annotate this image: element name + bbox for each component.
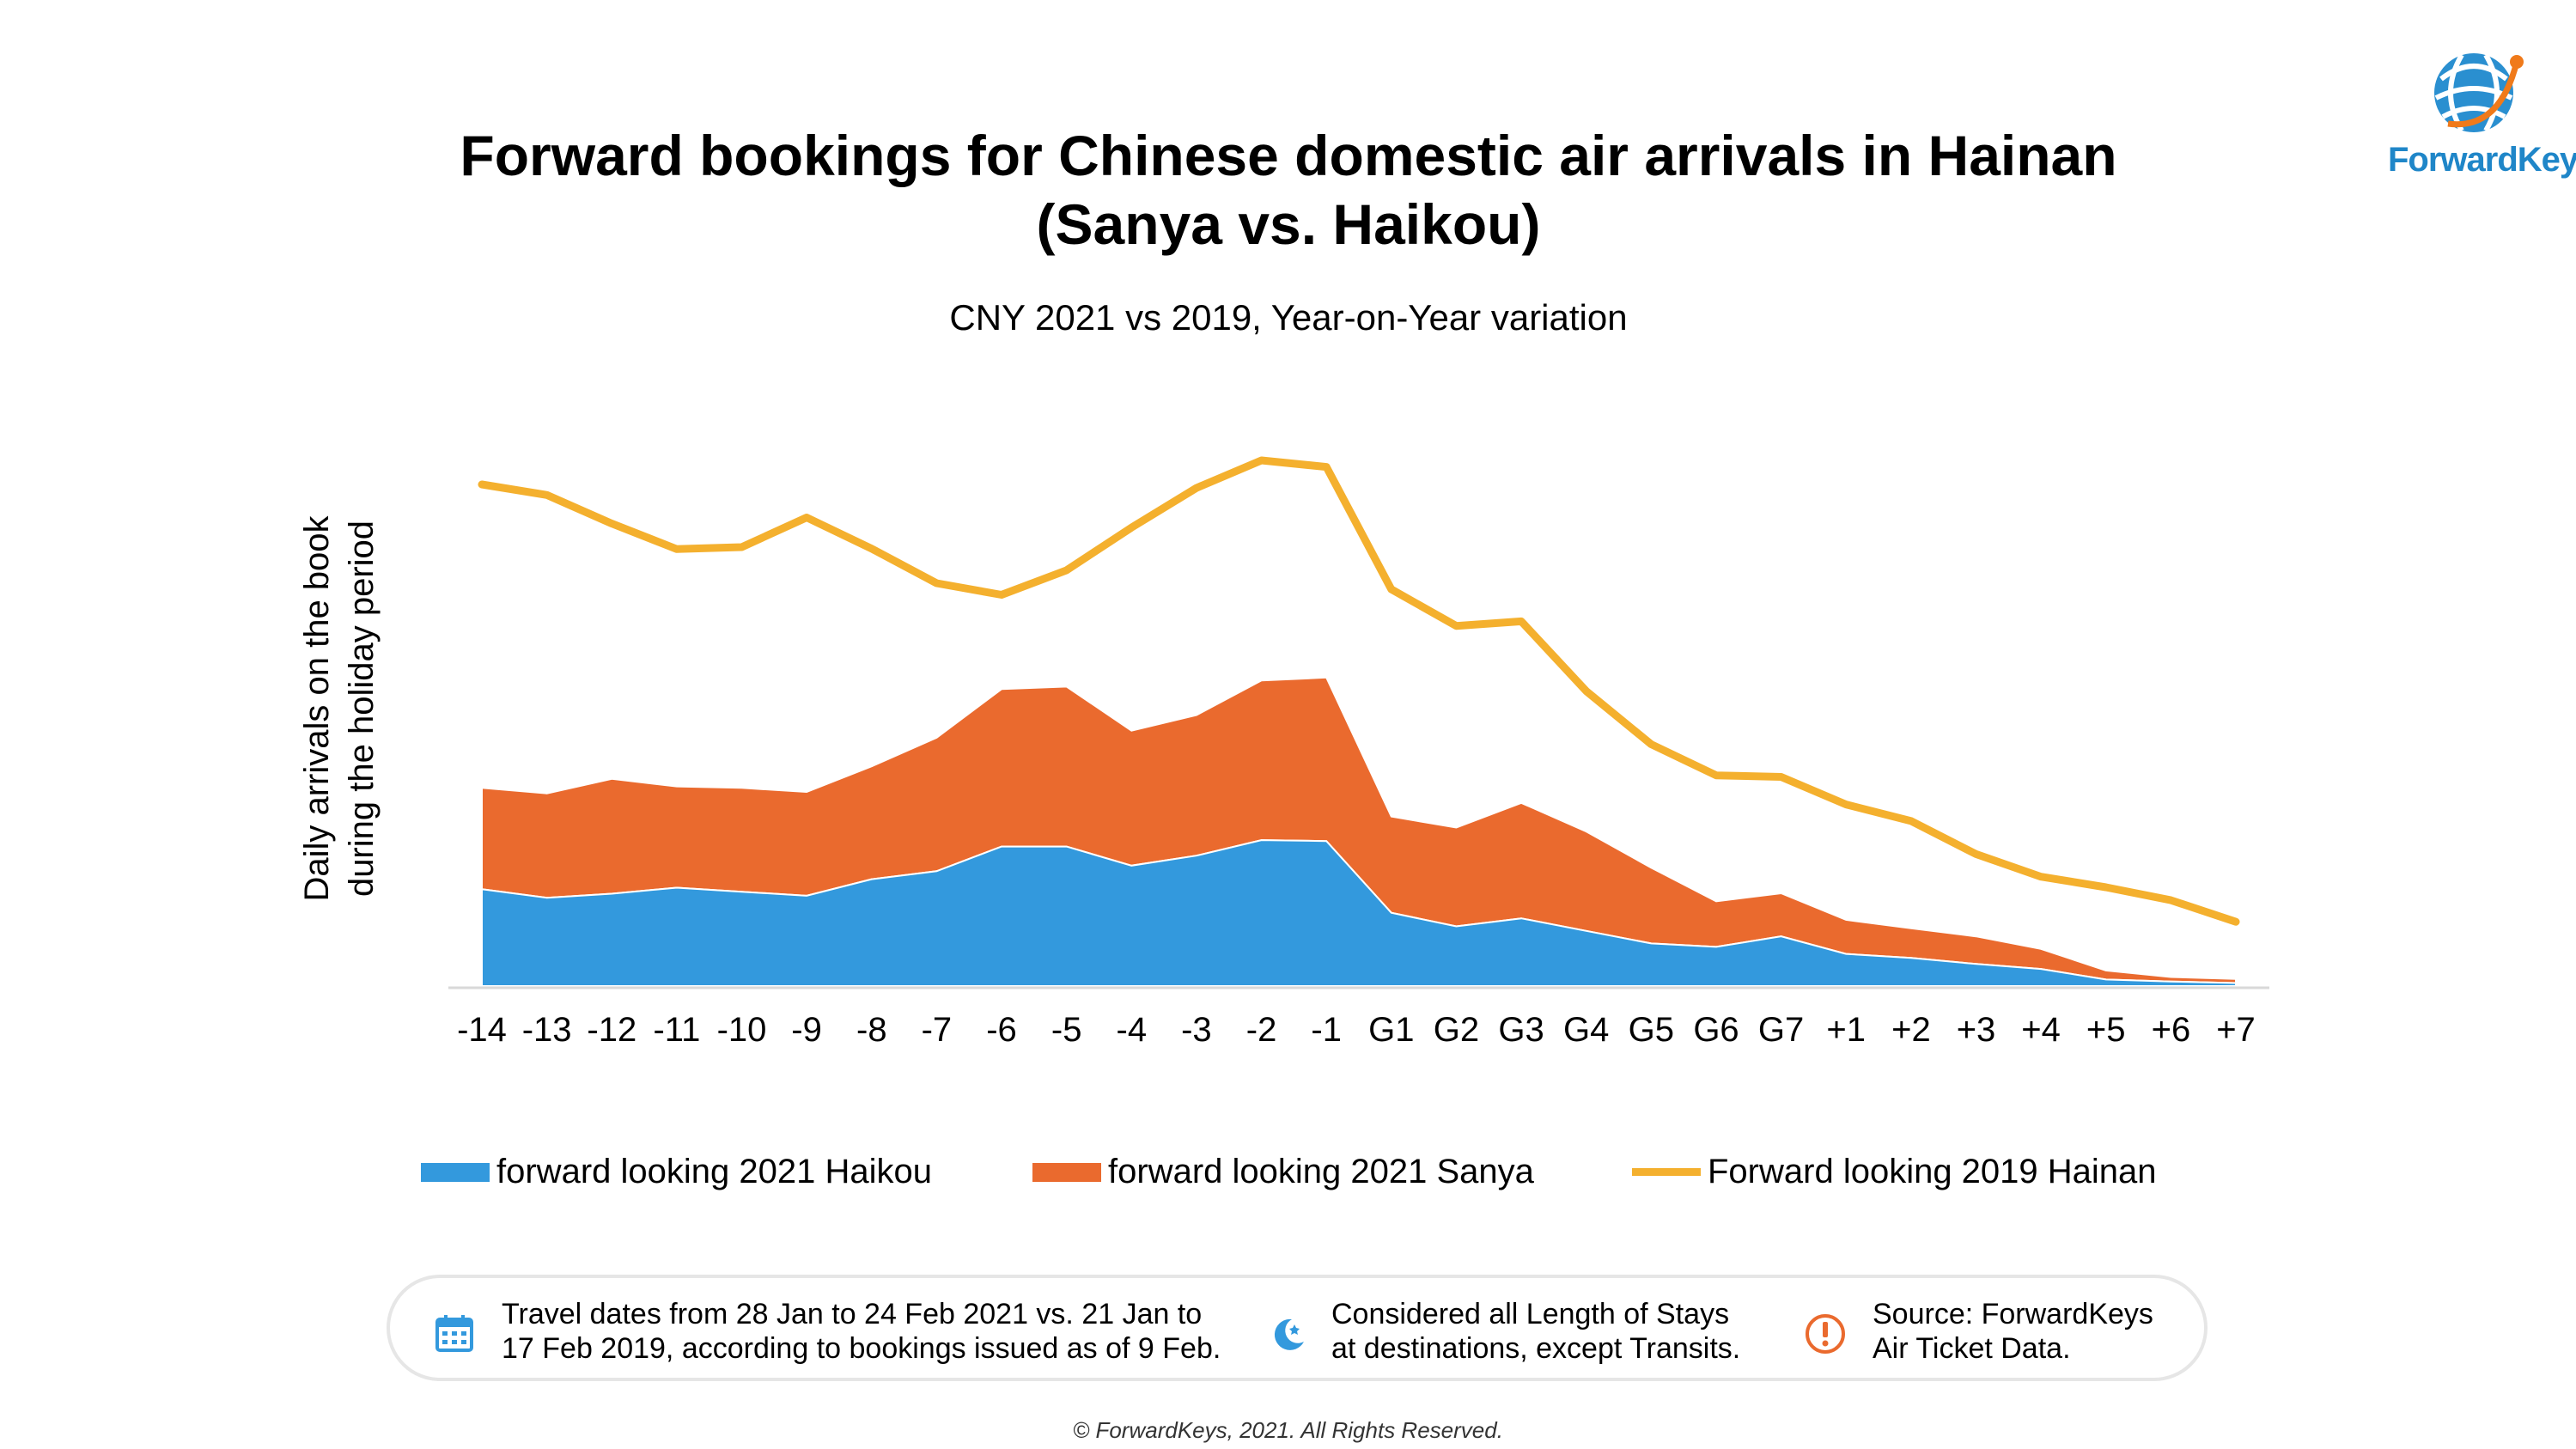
x-tick-label: G3	[1498, 1011, 1544, 1049]
info-travel-dates-line2: 17 Feb 2019, according to bookings issue…	[502, 1332, 1221, 1365]
x-tick-label: G7	[1758, 1011, 1804, 1049]
x-tick-label: -7	[922, 1011, 953, 1049]
x-tick-label: -8	[856, 1011, 887, 1049]
x-tick-label: +2	[1891, 1011, 1931, 1049]
x-tick-label: G6	[1693, 1011, 1739, 1049]
x-tick-label: G1	[1368, 1011, 1414, 1049]
info-length-of-stay: Considered all Length of Stays at destin…	[1331, 1297, 1740, 1366]
legend-item-hainan: Forward looking 2019 Hainan	[1632, 1153, 2157, 1191]
moon-icon	[1274, 1318, 1304, 1350]
info-length-of-stay-line2: at destinations, except Transits.	[1331, 1332, 1741, 1365]
chart-lines	[478, 456, 2240, 926]
x-tick-label: +6	[2152, 1011, 2191, 1049]
x-tick-label: -13	[522, 1011, 572, 1049]
x-tick-label: -9	[791, 1011, 822, 1049]
logo-text: ForwardKeys	[2388, 141, 2576, 179]
forwardkeys-logo: ForwardKeys	[2388, 45, 2576, 191]
x-tick-label: -5	[1051, 1011, 1082, 1049]
x-tick-label: -6	[986, 1011, 1017, 1049]
globe-icon	[2434, 53, 2524, 132]
info-box: Travel dates from 28 Jan to 24 Feb 2021 …	[387, 1275, 2208, 1381]
info-travel-dates-line1: Travel dates from 28 Jan to 24 Feb 2021 …	[502, 1298, 1203, 1330]
info-length-of-stay-line1: Considered all Length of Stays	[1331, 1298, 1730, 1330]
x-tick-label: -10	[717, 1011, 767, 1049]
info-source-line2: Air Ticket Data.	[1873, 1332, 2071, 1365]
x-axis-ticks: -14 -13 -12 -11 -10 -9 -8 -7 -6 -5 -4 -3 -2 -1 G1 G2 G3 G…	[457, 1011, 2256, 1049]
legend-label-haikou: forward looking 2021 Haikou	[496, 1153, 932, 1190]
chart-title-line2: (Sanya vs. Haikou)	[1036, 192, 1541, 256]
x-tick-label: -4	[1117, 1011, 1148, 1049]
copyright-footer: © ForwardKeys, 2021. All Rights Reserved…	[1073, 1417, 1503, 1443]
info-source-line1: Source: ForwardKeys	[1873, 1298, 2153, 1330]
legend-swatch-hainan	[1632, 1168, 1701, 1176]
x-tick-label: -2	[1246, 1011, 1277, 1049]
legend-item-haikou: forward looking 2021 Haikou	[421, 1153, 932, 1191]
info-travel-dates: Travel dates from 28 Jan to 24 Feb 2021 …	[502, 1297, 1221, 1366]
x-tick-label: -14	[457, 1011, 507, 1049]
alert-icon	[1806, 1314, 1845, 1354]
legend-swatch-haikou	[421, 1162, 490, 1182]
legend-item-sanya: forward looking 2021 Sanya	[1032, 1153, 1534, 1191]
chart-areas	[481, 676, 2237, 987]
chart-subtitle: CNY 2021 vs 2019, Year-on-Year variation	[949, 297, 1628, 338]
area-forward-looking-2021-haikou	[481, 839, 2237, 987]
x-tick-label: +5	[2086, 1011, 2126, 1049]
x-tick-label: +1	[1826, 1011, 1866, 1049]
info-source: Source: ForwardKeys Air Ticket Data.	[1873, 1297, 2153, 1366]
x-tick-label: G5	[1629, 1011, 1674, 1049]
x-tick-label: -11	[653, 1011, 700, 1049]
x-tick-label: G2	[1434, 1011, 1479, 1049]
x-tick-label: G4	[1563, 1011, 1609, 1049]
legend-swatch-sanya	[1032, 1162, 1101, 1182]
area-chart: -14 -13 -12 -11 -10 -9 -8 -7 -6 -5 -4 -3 -2 -1 G1 G2 G3 G…	[448, 456, 2269, 1049]
x-tick-label: -12	[587, 1011, 636, 1049]
calendar-icon	[435, 1315, 473, 1352]
x-tick-label: -3	[1181, 1011, 1212, 1049]
line-forward-looking-2019-hainan	[478, 456, 2240, 926]
x-tick-label: -1	[1311, 1011, 1342, 1049]
x-tick-label: +3	[1957, 1011, 1996, 1049]
legend-label-sanya: forward looking 2021 Sanya	[1108, 1153, 1534, 1190]
x-tick-label: +7	[2216, 1011, 2256, 1049]
chart-title-line1: Forward bookings for Chinese domestic ai…	[460, 124, 2117, 187]
legend-label-hainan: Forward looking 2019 Hainan	[1708, 1153, 2157, 1190]
x-tick-label: +4	[2021, 1011, 2061, 1049]
